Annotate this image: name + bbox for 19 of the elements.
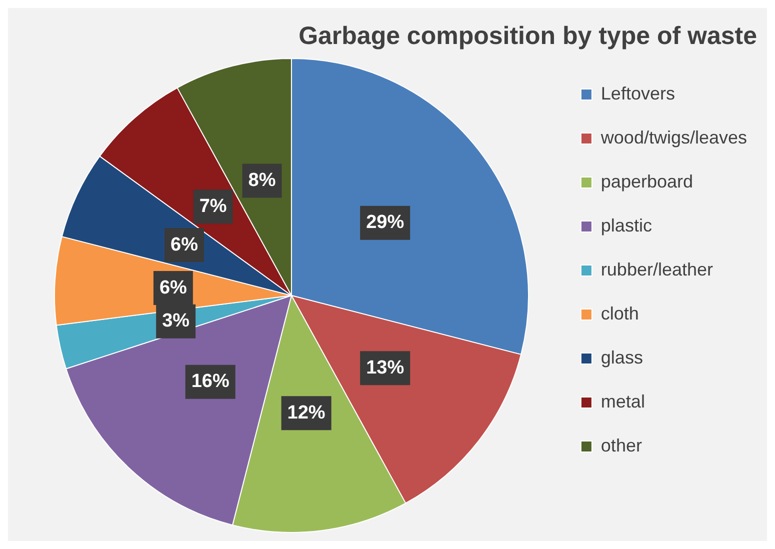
data-label: 12% — [287, 402, 326, 424]
legend-label: Leftovers — [600, 83, 675, 104]
legend-label: paperboard — [600, 171, 694, 192]
legend-label: metal — [600, 391, 645, 412]
legend-label: plastic — [600, 215, 652, 236]
data-label: 8% — [248, 170, 276, 191]
legend-label: other — [600, 435, 642, 456]
data-label: 29% — [366, 212, 404, 234]
legend-label: rubber/leather — [600, 259, 714, 280]
chart-title: Garbage composition by type of waste — [298, 22, 758, 50]
legend-label: wood/twigs/leaves — [600, 127, 748, 148]
data-label: 13% — [366, 357, 404, 378]
data-label: 16% — [191, 371, 230, 392]
data-label: 7% — [199, 196, 227, 217]
legend-label: cloth — [600, 303, 639, 324]
legend-label: glass — [600, 347, 643, 368]
data-label: 6% — [159, 277, 188, 298]
data-label: 3% — [162, 310, 190, 332]
data-label: 6% — [170, 234, 198, 256]
